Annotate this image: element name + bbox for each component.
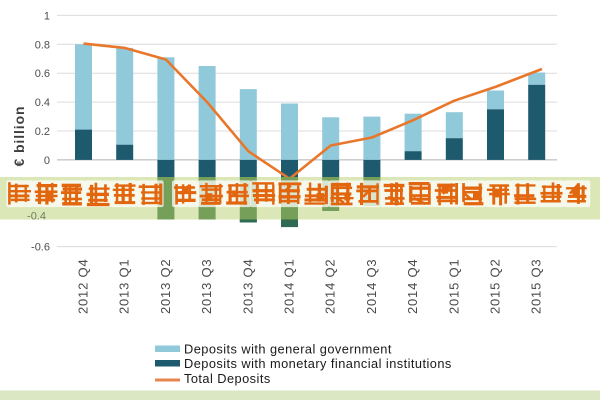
svg-text:2012 Q4: 2012 Q4	[76, 259, 91, 314]
svg-text:0.6: 0.6	[35, 68, 50, 80]
svg-text:€ billion: € billion	[11, 106, 27, 167]
svg-text:2014 Q4: 2014 Q4	[405, 259, 420, 314]
svg-text:2013 Q2: 2013 Q2	[158, 259, 173, 314]
svg-text:-0.6: -0.6	[31, 242, 50, 254]
svg-text:0: 0	[44, 155, 50, 167]
svg-text:0.2: 0.2	[35, 126, 50, 138]
svg-text:0.8: 0.8	[35, 39, 50, 51]
svg-text:Deposits with monetary financi: Deposits with monetary financial institu…	[184, 356, 452, 371]
svg-text:2014 Q3: 2014 Q3	[364, 259, 379, 314]
svg-text:2014 Q2: 2014 Q2	[323, 259, 338, 314]
svg-text:2015 Q3: 2015 Q3	[529, 259, 544, 314]
svg-text:1: 1	[44, 10, 50, 22]
svg-text:0.4: 0.4	[35, 97, 50, 109]
svg-text:2013 Q1: 2013 Q1	[117, 259, 132, 314]
svg-text:2015 Q1: 2015 Q1	[446, 259, 461, 314]
svg-text:Deposits with general governme: Deposits with general government	[184, 342, 392, 357]
svg-text:2015 Q2: 2015 Q2	[488, 259, 503, 314]
svg-text:2013 Q4: 2013 Q4	[240, 259, 255, 314]
svg-text:2013 Q3: 2013 Q3	[199, 259, 214, 314]
svg-text:2014 Q1: 2014 Q1	[282, 259, 297, 314]
svg-text:Total Deposits: Total Deposits	[184, 371, 271, 386]
svg-text:-0.4: -0.4	[27, 211, 46, 223]
